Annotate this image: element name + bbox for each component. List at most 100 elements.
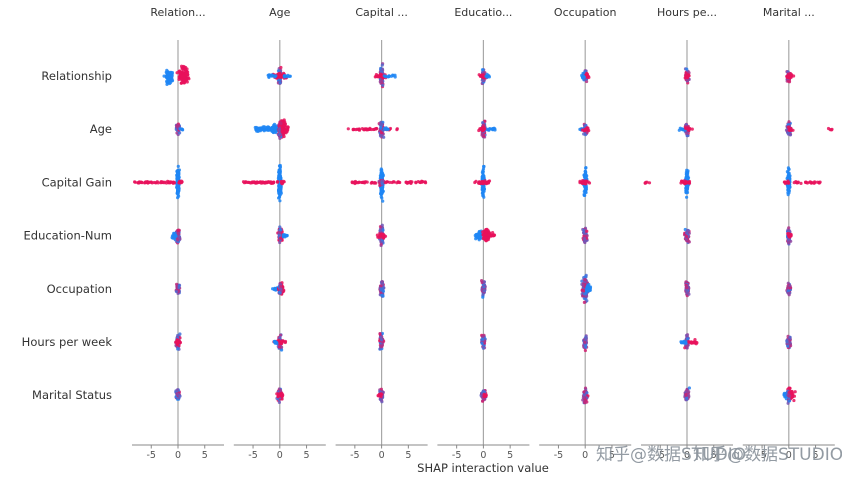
data-point [787,390,791,394]
data-point [166,79,170,83]
data-point [684,396,689,400]
data-point [787,241,791,245]
data-point [282,233,286,237]
data-point [382,135,386,139]
data-point [786,193,790,197]
data-point [484,74,489,78]
data-point [164,181,168,185]
data-point [477,73,481,77]
data-point [782,393,786,397]
data-point [378,233,382,237]
x-tick-label: 0 [480,450,486,461]
data-point [266,180,270,184]
data-point [481,334,485,338]
data-point [179,77,183,81]
data-point [278,74,282,78]
data-point [787,120,791,124]
data-point [808,180,812,184]
data-point [262,125,266,129]
data-point [482,164,486,169]
data-point [277,345,281,349]
data-point [185,71,189,75]
data-point [487,233,491,237]
data-point [685,127,689,131]
data-point [828,128,832,132]
data-point [283,340,287,345]
data-point [170,72,174,76]
data-point [381,199,385,203]
data-point [379,392,383,396]
data-point [382,127,386,131]
data-point [164,70,168,74]
data-point [684,189,689,193]
data-point [583,344,588,348]
x-tick-label: -5 [147,450,156,461]
data-point [159,180,163,184]
row-label: Capital Gain [42,175,112,189]
data-point [255,180,259,184]
data-point [480,68,485,72]
data-point [582,132,586,136]
data-point [482,288,486,293]
data-point [178,71,182,75]
data-point [815,180,820,184]
data-point [483,393,487,398]
data-point [380,400,384,404]
data-point [286,73,290,77]
data-point [481,121,485,125]
data-point [583,340,587,344]
data-point [582,230,586,234]
data-point [255,128,259,132]
column-header: Relation... [150,6,205,19]
data-point [262,127,266,132]
column-header: Hours pe... [657,6,717,19]
data-point [186,76,190,80]
data-point [684,341,688,345]
data-point [278,393,282,397]
data-point [687,180,691,184]
x-tick-label: 5 [202,450,208,461]
data-point [267,75,271,79]
data-point [140,181,144,185]
data-point [481,399,485,403]
data-point [687,340,691,344]
data-point [492,233,496,238]
data-point [380,280,384,284]
data-point [171,236,175,240]
data-point [380,168,384,172]
data-point [486,238,490,242]
data-point [176,164,180,168]
data-point [178,181,182,185]
data-point [278,240,282,245]
data-point [373,181,377,185]
data-point [405,181,409,185]
x-tick-label: -5 [656,450,665,461]
data-point [785,170,790,174]
data-point [584,174,588,178]
x-tick-label: -5 [350,450,359,461]
data-point [481,295,485,299]
data-point [582,300,587,304]
data-point [581,283,585,287]
data-point [265,126,269,130]
data-point [685,67,689,71]
data-point [473,233,477,238]
row-label: Age [90,122,112,136]
data-point [792,398,796,403]
column-header: Capital ... [355,6,408,19]
data-point [380,63,384,67]
data-point [176,190,180,194]
data-point [285,233,289,238]
data-point [276,69,281,73]
data-point [483,181,487,185]
data-point [180,74,184,78]
data-point [278,81,282,85]
data-point [176,228,180,232]
data-point [680,127,685,131]
data-point [788,75,792,79]
data-point [176,169,180,173]
data-point [282,74,287,78]
data-point [686,228,690,233]
data-point [692,341,696,345]
data-point [812,181,816,185]
